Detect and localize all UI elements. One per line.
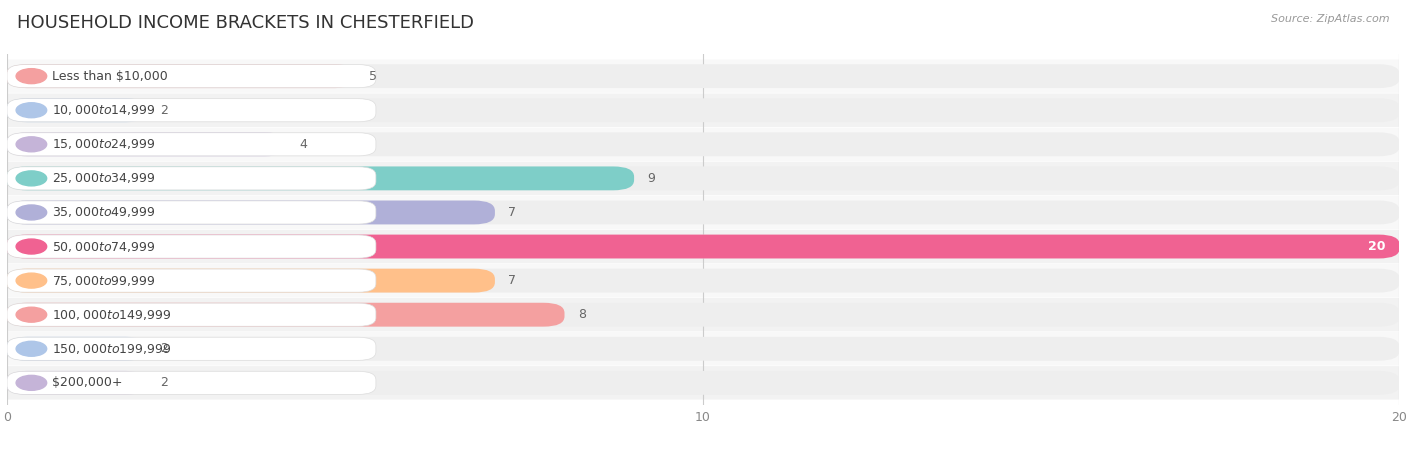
- FancyBboxPatch shape: [7, 98, 146, 122]
- Text: $15,000 to $24,999: $15,000 to $24,999: [52, 137, 156, 151]
- Text: $100,000 to $149,999: $100,000 to $149,999: [52, 308, 172, 322]
- Text: 7: 7: [508, 274, 516, 287]
- Circle shape: [15, 239, 46, 254]
- FancyBboxPatch shape: [7, 337, 375, 360]
- Circle shape: [15, 171, 46, 186]
- Circle shape: [15, 341, 46, 356]
- FancyBboxPatch shape: [7, 298, 1399, 331]
- FancyBboxPatch shape: [7, 132, 1399, 156]
- FancyBboxPatch shape: [7, 366, 1399, 400]
- FancyBboxPatch shape: [7, 303, 564, 327]
- FancyBboxPatch shape: [7, 167, 375, 190]
- Text: $150,000 to $199,999: $150,000 to $199,999: [52, 342, 172, 356]
- Text: 2: 2: [160, 342, 169, 355]
- Circle shape: [15, 273, 46, 288]
- FancyBboxPatch shape: [7, 59, 1399, 93]
- Text: $50,000 to $74,999: $50,000 to $74,999: [52, 239, 156, 253]
- FancyBboxPatch shape: [7, 303, 1399, 327]
- Circle shape: [15, 307, 46, 322]
- FancyBboxPatch shape: [7, 166, 634, 190]
- FancyBboxPatch shape: [7, 269, 375, 292]
- FancyBboxPatch shape: [7, 371, 375, 394]
- Text: $75,000 to $99,999: $75,000 to $99,999: [52, 274, 156, 288]
- Text: 7: 7: [508, 206, 516, 219]
- FancyBboxPatch shape: [7, 132, 285, 156]
- Circle shape: [15, 205, 46, 220]
- Text: HOUSEHOLD INCOME BRACKETS IN CHESTERFIELD: HOUSEHOLD INCOME BRACKETS IN CHESTERFIEL…: [17, 14, 474, 32]
- FancyBboxPatch shape: [7, 269, 1399, 292]
- FancyBboxPatch shape: [7, 133, 375, 156]
- Text: 2: 2: [160, 104, 169, 117]
- Text: Less than $10,000: Less than $10,000: [52, 70, 169, 83]
- FancyBboxPatch shape: [7, 162, 1399, 195]
- FancyBboxPatch shape: [7, 234, 1399, 258]
- FancyBboxPatch shape: [7, 264, 1399, 297]
- Text: $25,000 to $34,999: $25,000 to $34,999: [52, 171, 156, 185]
- FancyBboxPatch shape: [7, 64, 356, 88]
- FancyBboxPatch shape: [7, 371, 146, 395]
- FancyBboxPatch shape: [7, 303, 375, 326]
- Circle shape: [15, 69, 46, 84]
- Text: 9: 9: [647, 172, 655, 185]
- FancyBboxPatch shape: [7, 65, 375, 88]
- FancyBboxPatch shape: [7, 337, 1399, 361]
- FancyBboxPatch shape: [7, 234, 1399, 258]
- Text: 20: 20: [1368, 240, 1385, 253]
- Text: Source: ZipAtlas.com: Source: ZipAtlas.com: [1271, 14, 1389, 23]
- Text: $10,000 to $14,999: $10,000 to $14,999: [52, 103, 156, 117]
- FancyBboxPatch shape: [7, 337, 146, 361]
- Text: $200,000+: $200,000+: [52, 376, 122, 389]
- Text: 4: 4: [299, 138, 308, 151]
- FancyBboxPatch shape: [7, 166, 1399, 190]
- FancyBboxPatch shape: [7, 64, 1399, 88]
- FancyBboxPatch shape: [7, 269, 495, 292]
- FancyBboxPatch shape: [7, 332, 1399, 365]
- FancyBboxPatch shape: [7, 94, 1399, 127]
- FancyBboxPatch shape: [7, 201, 1399, 225]
- FancyBboxPatch shape: [7, 196, 1399, 229]
- FancyBboxPatch shape: [7, 235, 375, 258]
- FancyBboxPatch shape: [7, 201, 495, 225]
- Text: $35,000 to $49,999: $35,000 to $49,999: [52, 206, 156, 220]
- Circle shape: [15, 375, 46, 390]
- Text: 5: 5: [368, 70, 377, 83]
- FancyBboxPatch shape: [7, 128, 1399, 161]
- Circle shape: [15, 137, 46, 152]
- Text: 2: 2: [160, 376, 169, 389]
- FancyBboxPatch shape: [7, 230, 1399, 263]
- FancyBboxPatch shape: [7, 371, 1399, 395]
- FancyBboxPatch shape: [7, 98, 1399, 122]
- FancyBboxPatch shape: [7, 99, 375, 122]
- FancyBboxPatch shape: [7, 201, 375, 224]
- Circle shape: [15, 103, 46, 118]
- Text: 8: 8: [578, 308, 586, 321]
